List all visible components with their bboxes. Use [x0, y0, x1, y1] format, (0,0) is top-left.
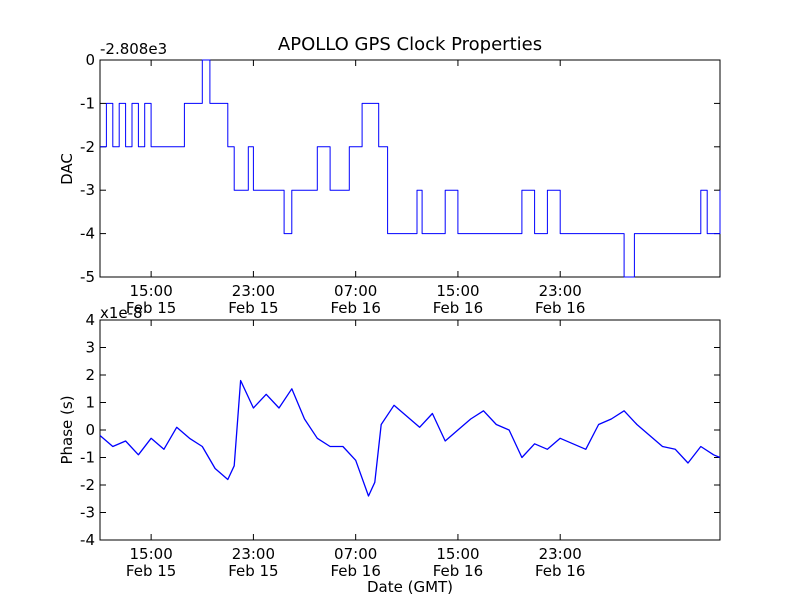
- phase-y-tick-label: 1: [85, 394, 95, 412]
- phase-y-tick-label: -2: [80, 476, 95, 494]
- dac-x-tick-label-date: Feb 16: [433, 299, 483, 317]
- phase-x-tick-label-date: Feb 16: [535, 562, 585, 580]
- phase-y-tick-label: -1: [80, 449, 95, 467]
- chart-title: APOLLO GPS Clock Properties: [278, 34, 542, 55]
- phase-offset-text: x1e-8: [100, 304, 143, 322]
- phase-y-tick-label: 0: [85, 421, 95, 439]
- dac-y-tick-label: -1: [80, 94, 95, 112]
- dac-x-tick-label-time: 15:00: [436, 282, 479, 300]
- phase-x-tick-label-time: 23:00: [539, 545, 582, 563]
- dac-x-tick-label-date: Feb 16: [330, 299, 380, 317]
- phase-x-tick-label-date: Feb 15: [126, 562, 176, 580]
- dac-offset-text: -2.808e3: [100, 40, 167, 58]
- dac-x-tick-label-time: 07:00: [334, 282, 377, 300]
- dac-y-tick-label: 0: [85, 51, 95, 69]
- phase-series-line: [99, 379, 721, 497]
- phase-x-tick-label-time: 15:00: [436, 545, 479, 563]
- phase-x-axis-label: Date (GMT): [367, 578, 453, 596]
- phase-x-tick-label-date: Feb 16: [433, 562, 483, 580]
- phase-panel: x1e-8 Phase (s) Date (GMT) 4 3 2 1 0 -1 -2 -3 -4…: [58, 304, 721, 596]
- phase-y-tick-label: 3: [85, 339, 95, 357]
- dac-y-tick-label: -2: [80, 138, 95, 156]
- dac-x-tick-label-date: Feb 15: [126, 299, 176, 317]
- phase-y-tick-label: -3: [80, 504, 95, 522]
- dac-x-tick-label-time: 15:00: [130, 282, 173, 300]
- phase-y-tick-label: 4: [85, 311, 95, 329]
- phase-y-axis-label: Phase (s): [58, 395, 76, 464]
- phase-x-tick-label-date: Feb 16: [330, 562, 380, 580]
- dac-plot-area: [99, 59, 721, 278]
- phase-x-tick-label-date: Feb 15: [228, 562, 278, 580]
- dac-y-axis-label: DAC: [58, 153, 76, 185]
- phase-x-tick-label-time: 15:00: [130, 545, 173, 563]
- dac-x-tick-label-time: 23:00: [232, 282, 275, 300]
- phase-y-tick-label: -4: [80, 531, 95, 549]
- dac-x-tick-label-time: 23:00: [539, 282, 582, 300]
- phase-y-tick-label: 2: [85, 366, 95, 384]
- dac-x-tick-label-date: Feb 16: [535, 299, 585, 317]
- dac-y-tick-label: -5: [80, 268, 95, 286]
- phase-x-tick-label-time: 07:00: [334, 545, 377, 563]
- phase-x-tick-label-time: 23:00: [232, 545, 275, 563]
- dac-x-tick-label-date: Feb 15: [228, 299, 278, 317]
- dac-series-line: [100, 59, 721, 278]
- dac-y-tick-label: -4: [80, 225, 95, 243]
- dac-y-tick-label: -3: [80, 181, 95, 199]
- phase-plot-area: [99, 319, 721, 541]
